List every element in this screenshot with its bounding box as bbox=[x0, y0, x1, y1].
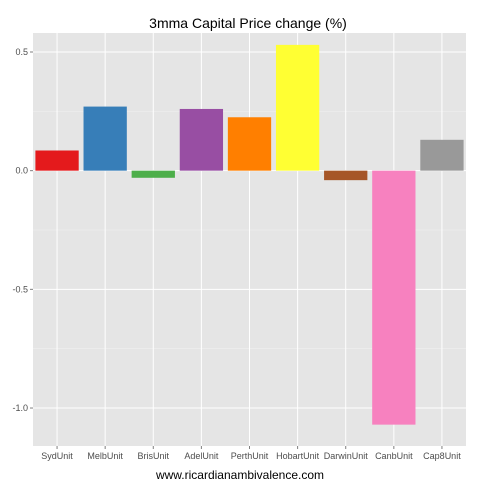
bar-MelbUnit bbox=[83, 106, 127, 171]
bar-BrisUnit bbox=[131, 170, 175, 178]
x-tick-label: SydUnit bbox=[41, 451, 73, 461]
x-tick-label: AdelUnit bbox=[184, 451, 219, 461]
bar-DarwinUnit bbox=[324, 170, 368, 181]
chart-title: 3mma Capital Price change (%) bbox=[149, 15, 347, 31]
x-tick-label: HobartUnit bbox=[276, 451, 320, 461]
y-axis-ticks: 0.5 0.0 -0.5 -1.0 bbox=[12, 47, 33, 413]
y-tick-label: 0.0 bbox=[15, 166, 28, 176]
x-axis-ticks: SydUnit MelbUnit BrisUnit AdelUnit PerthUnit… bbox=[41, 446, 461, 461]
x-tick-label: PerthUnit bbox=[231, 451, 269, 461]
bar-SydUnit bbox=[35, 150, 79, 171]
bar-HobartUnit bbox=[275, 44, 320, 171]
y-tick-label: 0.5 bbox=[15, 47, 28, 57]
x-tick-label: Cap8Unit bbox=[423, 451, 461, 461]
bar-CanbUnit bbox=[372, 170, 416, 425]
bars bbox=[35, 44, 464, 425]
bar-Cap8Unit bbox=[420, 139, 464, 171]
bar-AdelUnit bbox=[179, 108, 224, 171]
x-tick-label: CanbUnit bbox=[375, 451, 413, 461]
y-tick-label: -0.5 bbox=[12, 284, 28, 294]
bar-PerthUnit bbox=[227, 117, 272, 171]
y-tick-label: -1.0 bbox=[12, 403, 28, 413]
x-tick-label: MelbUnit bbox=[87, 451, 123, 461]
x-tick-label: BrisUnit bbox=[138, 451, 170, 461]
x-tick-label: DarwinUnit bbox=[324, 451, 369, 461]
site-caption: www.ricardianambivalence.com bbox=[155, 468, 324, 480]
